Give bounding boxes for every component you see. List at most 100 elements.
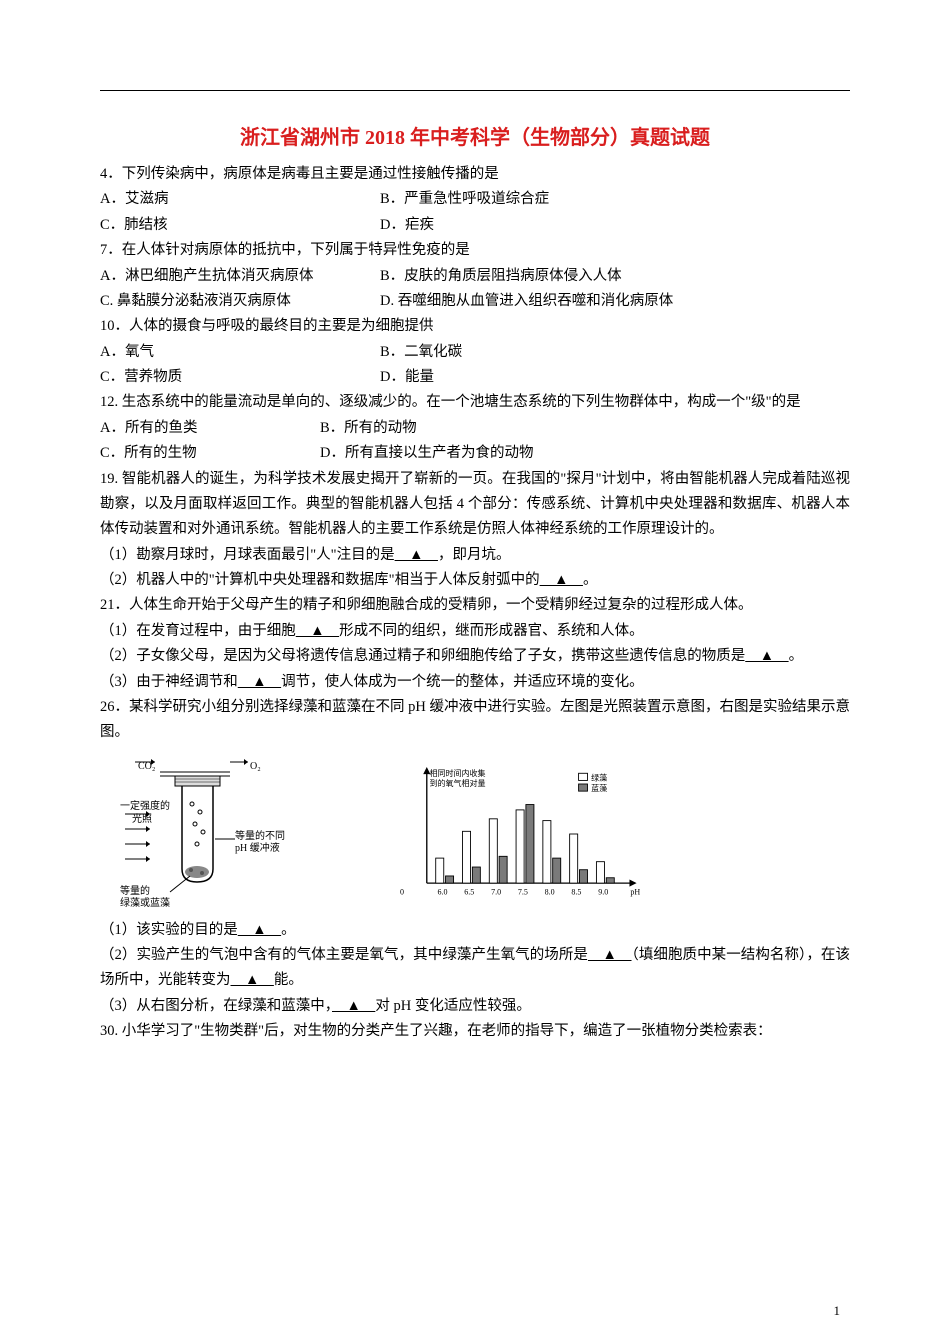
q4-row1: A．艾滋病 B．严重急性呼吸道综合症 (100, 187, 850, 212)
q12-opt-d: D．所有直接以生产者为食的动物 (320, 441, 850, 466)
bar-chart: 相同时间内收集 到的氧气相对量 绿藻 蓝藻 6.0 6.5 7.0 7.5 8.0 8.5… (400, 754, 650, 914)
bar-blue (553, 858, 561, 883)
q21-p2: （2）子女像父母，是因为父母将遗传信息通过精子和卵细胞传给了子女，携带这些遗传信… (100, 644, 850, 669)
q26-p2: （2）实验产生的气泡中含有的气体主要是氧气，其中绿藻产生氧气的场所是 ▲ （填细… (100, 943, 850, 994)
bar-green (516, 810, 524, 883)
q4-row2: C．肺结核 D．疟疾 (100, 213, 850, 238)
bar-green (596, 861, 604, 882)
bar-blue (606, 877, 614, 882)
q4-opt-a: A．艾滋病 (100, 187, 380, 212)
x-unit: pH (630, 887, 640, 896)
bar-green (543, 820, 551, 883)
q7-stem: 7．在人体针对病原体的抵抗中，下列属于特异性免疫的是 (100, 238, 850, 263)
x-tick-label: 8.5 (571, 887, 581, 896)
x-tick-label: 6.5 (464, 887, 474, 896)
q26-p1b: 。 (281, 922, 296, 938)
bar-blue (526, 804, 534, 883)
label-buffer-1: 等量的不同 (235, 829, 285, 842)
blank: ▲ (296, 623, 339, 639)
q19-p1: （1）勘察月球时，月球表面最引"人"注目的是 ▲ ，即月坑。 (100, 543, 850, 568)
q19-p2a: （2）机器人中的"计算机中央处理器和数据库"相当于人体反射弧中的 (100, 572, 540, 588)
legend-green: 绿藻 (591, 772, 607, 782)
q12-row1: A．所有的鱼类 B．所有的动物 (100, 416, 850, 441)
blank: ▲ (540, 572, 583, 588)
q4-opt-c: C．肺结核 (100, 213, 380, 238)
q10-opt-c: C．营养物质 (100, 365, 380, 390)
q10-opt-a: A．氧气 (100, 340, 380, 365)
blank: ▲ (588, 947, 632, 963)
x-tick-label: 7.5 (518, 887, 528, 896)
x-tick-label: 8.0 (545, 887, 555, 896)
q21-p3: （3）由于神经调节和 ▲ 调节，使人体成为一个统一的整体，并适应环境的变化。 (100, 670, 850, 695)
blank: ▲ (231, 972, 274, 988)
q21-stem: 21．人体生命开始于父母产生的精子和卵细胞融合成的受精卵，一个受精卵经过复杂的过… (100, 593, 850, 618)
ylabel-1: 相同时间内收集 (429, 768, 485, 778)
q19-p1b: ，即月坑。 (438, 547, 511, 563)
q7-row1: A．淋巴细胞产生抗体消灭病原体 B．皮肤的角质层阻挡病原体侵入人体 (100, 264, 850, 289)
apparatus-diagram: CO₂ O₂ 一定强度的 光照 等量的 (120, 754, 320, 914)
label-buffer-2: pH 缓冲液 (235, 841, 280, 854)
q4-opt-d: D．疟疾 (380, 213, 850, 238)
q30-stem: 30. 小华学习了"生物类群"后，对生物的分类产生了兴趣，在老师的指导下，编造了… (100, 1019, 850, 1044)
blank: ▲ (332, 998, 375, 1014)
q21-p1a: （1）在发育过程中，由于细胞 (100, 623, 296, 639)
label-light-2: 光照 (132, 812, 152, 825)
q19-stem: 19. 智能机器人的诞生，为科学技术发展史揭开了崭新的一页。在我国的"探月"计划… (100, 467, 850, 543)
q21-p3a: （3）由于神经调节和 (100, 674, 238, 690)
x-tick-label: 7.0 (491, 887, 501, 896)
blank: ▲ (238, 674, 281, 690)
bar-blue (579, 869, 587, 882)
q12-opt-c: C．所有的生物 (100, 441, 320, 466)
x-tick-label: 9.0 (598, 887, 608, 896)
q19-p1a: （1）勘察月球时，月球表面最引"人"注目的是 (100, 547, 395, 563)
q21-p1b: 形成不同的组织，继而形成器官、系统和人体。 (339, 623, 644, 639)
bar-green (463, 831, 471, 883)
x-tick-label: 6.0 (438, 887, 448, 896)
label-light-1: 一定强度的 (120, 799, 170, 812)
ylabel-2: 到的氧气相对量 (429, 777, 485, 787)
q7-opt-d: D. 吞噬细胞从血管进入组织吞噬和消化病原体 (380, 289, 850, 314)
blank: ▲ (395, 547, 438, 563)
q4-opt-b: B．严重急性呼吸道综合症 (380, 187, 850, 212)
q7-opt-c: C. 鼻黏膜分泌黏液消灭病原体 (100, 289, 380, 314)
q21-p2a: （2）子女像父母，是因为父母将遗传信息通过精子和卵细胞传给了子女，携带这些遗传信… (100, 648, 745, 664)
blank: ▲ (238, 922, 281, 938)
bar-blue (446, 876, 454, 883)
q7-opt-a: A．淋巴细胞产生抗体消灭病原体 (100, 264, 380, 289)
label-algae-2: 绿藻或蓝藻 (120, 896, 170, 909)
page-title: 浙江省湖州市 2018 年中考科学（生物部分）真题试题 (100, 121, 850, 150)
q7-opt-b: B．皮肤的角质层阻挡病原体侵入人体 (380, 264, 850, 289)
q7-row2: C. 鼻黏膜分泌黏液消灭病原体 D. 吞噬细胞从血管进入组织吞噬和消化病原体 (100, 289, 850, 314)
q12-stem: 12. 生态系统中的能量流动是单向的、逐级减少的。在一个池塘生态系统的下列生物群… (100, 390, 850, 415)
blank: ▲ (745, 648, 788, 664)
page-number: 1 (834, 1303, 841, 1319)
q10-row2: C．营养物质 D．能量 (100, 365, 850, 390)
q26-p1: （1）该实验的目的是 ▲ 。 (100, 918, 850, 943)
q10-opt-d: D．能量 (380, 365, 850, 390)
q26-stem: 26．某科学研究小组分别选择绿藻和蓝藻在不同 pH 缓冲液中进行实验。左图是光照… (100, 695, 850, 746)
q12-opt-a: A．所有的鱼类 (100, 416, 320, 441)
q26-p1a: （1）该实验的目的是 (100, 922, 238, 938)
q21-p2b: 。 (789, 648, 804, 664)
q26-p3: （3）从右图分析，在绿藻和蓝藻中， ▲ 对 pH 变化适应性较强。 (100, 994, 850, 1019)
bar-blue (499, 856, 507, 883)
q21-p1: （1）在发育过程中，由于细胞 ▲ 形成不同的组织，继而形成器官、系统和人体。 (100, 619, 850, 644)
bar-green (436, 858, 444, 883)
q12-opt-b: B．所有的动物 (320, 416, 850, 441)
q4-stem: 4．下列传染病中，病原体是病毒且主要是通过性接触传播的是 (100, 162, 850, 187)
q26-p2c: 能。 (274, 972, 303, 988)
q10-row1: A．氧气 B．二氧化碳 (100, 340, 850, 365)
bar-green (489, 818, 497, 882)
svg-text:0: 0 (400, 887, 404, 896)
q26-p3b: 对 pH 变化适应性较强。 (375, 998, 530, 1014)
figures-container: CO₂ O₂ 一定强度的 光照 等量的 (120, 754, 850, 914)
bar-blue (472, 867, 480, 883)
legend-blue: 蓝藻 (591, 783, 607, 793)
bar-green (570, 834, 578, 883)
q19-p2b: 。 (583, 572, 598, 588)
q10-opt-b: B．二氧化碳 (380, 340, 850, 365)
q12-row2: C．所有的生物 D．所有直接以生产者为食的动物 (100, 441, 850, 466)
q10-stem: 10．人体的摄食与呼吸的最终目的主要是为细胞提供 (100, 314, 850, 339)
q26-p2a: （2）实验产生的气泡中含有的气体主要是氧气，其中绿藻产生氧气的场所是 (100, 947, 588, 963)
q19-p2: （2）机器人中的"计算机中央处理器和数据库"相当于人体反射弧中的 ▲ 。 (100, 568, 850, 593)
